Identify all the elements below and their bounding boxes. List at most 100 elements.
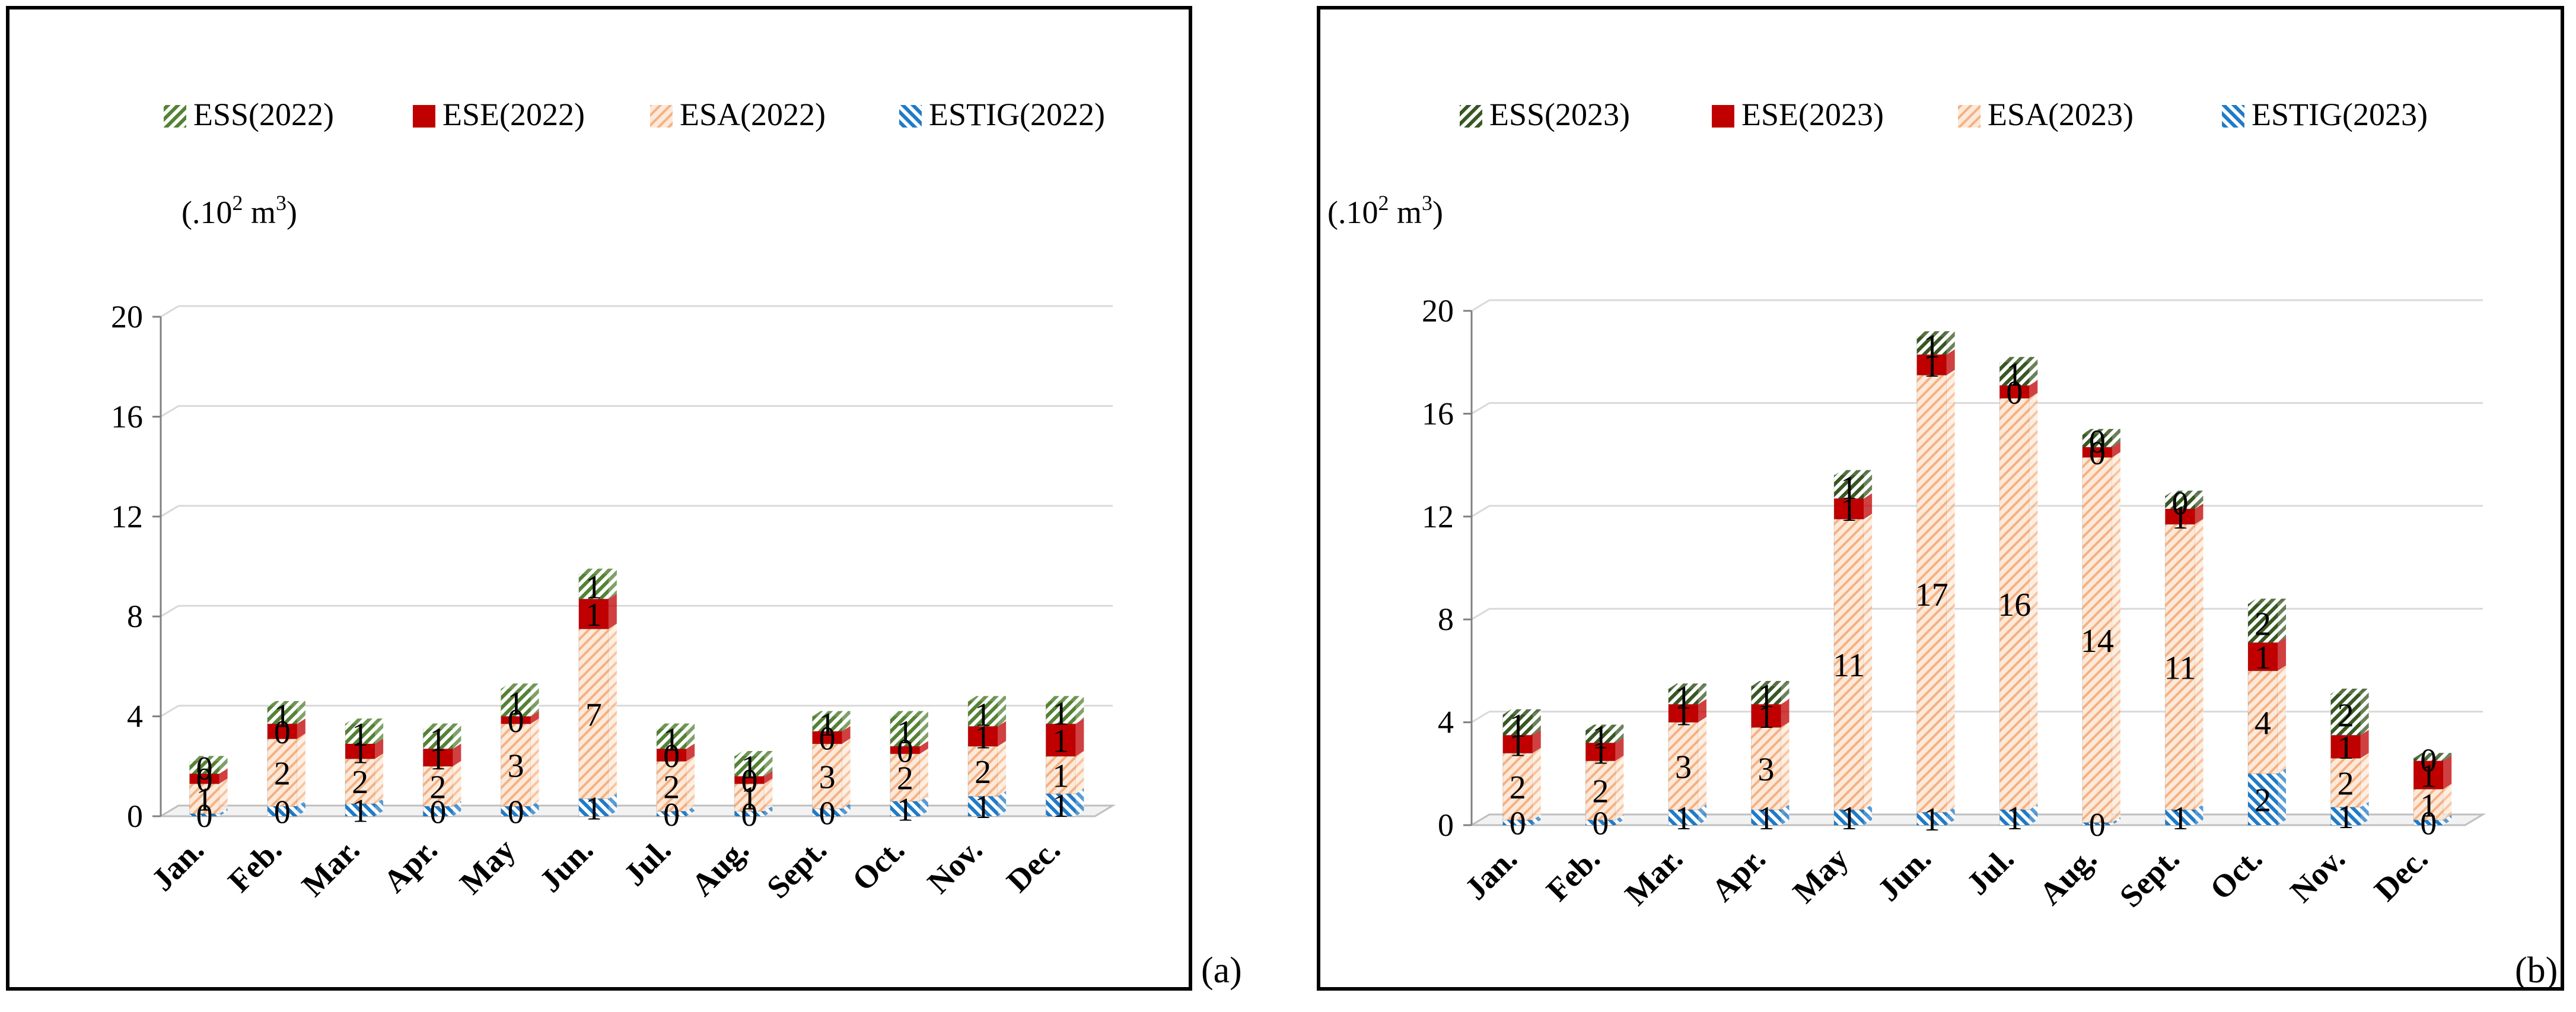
gridline-depth [1471,299,1490,312]
bar-segment-side [1864,804,1873,825]
bar-top [1916,331,1955,337]
bar-segment [812,743,843,809]
bar-segment [2330,693,2361,736]
data-label: 1 [1592,719,1609,756]
bar-top [423,723,461,729]
chart-floor [1468,813,2486,826]
legend-label: ESS(2022) [193,97,334,132]
data-label: 1 [1052,758,1069,795]
bar-segment-side [998,721,1007,747]
data-label: 0 [2171,485,2188,522]
bar-stack [1916,331,1955,826]
data-label: 3 [819,759,836,796]
bar-segment-side [2195,503,2204,524]
bar-stack [890,711,928,817]
bar-segment [967,795,998,817]
x-tick-label: Feb. [221,832,288,899]
bar-segment-side [2443,814,2452,825]
bar-top [189,756,228,762]
bar-segment-side [1864,470,1873,499]
bar-segment-side [1615,724,1624,743]
data-label: 11 [2164,650,2196,686]
legend-swatch [413,105,435,128]
bar-segment-side [453,723,461,749]
data-label: 2 [1510,769,1526,806]
x-tick-label: Feb. [1539,841,1606,908]
bar-segment [345,758,375,804]
y-tick-label: 12 [1422,499,1454,534]
legend-item: ESTIG(2023) [2222,97,2428,132]
bar-stack [267,701,305,817]
bar-segment-side [764,750,773,776]
bar-segment-side [919,711,928,747]
y-unit-label: (.102 m3) [1327,191,1443,230]
x-tick-label: Aug. [2032,841,2103,912]
data-label: 1 [1758,699,1775,736]
bar-segment [1751,704,1782,728]
bar-segment-side [686,723,695,749]
bar-segment [578,574,609,600]
legend-swatch [1958,105,1980,128]
bar-segment-side [2278,768,2287,825]
gridline-depth [160,705,179,717]
bar-segment [1668,722,1699,810]
bar-segment-side [1615,755,1624,820]
data-label: 2 [975,754,991,791]
bar-segment-side [219,768,228,784]
data-label: 2 [897,760,913,797]
bar-segment-side [453,760,461,807]
bar-stack [1751,680,1789,826]
bar-segment-side [1781,804,1789,825]
bar-segment-side [764,806,773,816]
legend-label: ESE(2023) [1741,97,1884,132]
data-label: 0 [274,794,291,831]
y-tick-label: 20 [111,299,143,335]
bar-top [657,723,695,729]
bar-segment-side [686,743,695,762]
legend-swatch [2222,105,2244,128]
bar-segment-side [2360,753,2369,807]
data-label: 1 [1841,470,1857,507]
data-label: 0 [196,798,213,835]
bar-top [968,696,1007,702]
bar-segment-side [842,725,851,744]
bar-segment [656,760,687,812]
bar-segment-side [453,801,461,816]
data-label: 0 [2420,806,2437,842]
data-label: 1 [2006,800,2023,837]
bar-segment-side [297,701,305,724]
x-tick-label: Jan. [1458,841,1524,906]
data-label: 0 [741,797,757,833]
bar-segment [2247,670,2278,774]
bar-segment [345,723,375,744]
x-tick-label: Oct. [845,832,911,898]
data-label: 1 [352,717,368,753]
bar-top [501,683,539,689]
bar-top [2082,429,2120,435]
bar-stack [1833,470,1873,826]
legend-label: ESTIG(2022) [929,97,1105,132]
data-label: 1 [741,749,757,786]
legend-swatch [1712,105,1734,128]
data-label: 14 [2081,623,2114,660]
data-label: 1 [2255,639,2271,676]
bar-segment [967,701,998,727]
gridline-depth [1471,505,1490,518]
data-label: 1 [1924,329,1940,365]
data-label: 0 [2089,807,2106,844]
gridline-depth [1471,711,1490,723]
data-label: 1 [429,740,446,777]
bar-segment-side [1781,699,1789,728]
data-label: 1 [897,791,913,828]
data-label: 0 [1592,806,1609,842]
bar-segment-side [919,795,928,816]
bar-segment-side [842,711,851,731]
bar-segment-side [2112,452,2120,823]
bar-top [1668,683,1706,689]
bar-segment-side [1781,680,1789,705]
bar-stack [1668,683,1706,826]
legend-label: ESS(2023) [1489,97,1630,132]
legend-item: ESTIG(2022) [899,97,1105,132]
data-label: 1 [2338,799,2354,836]
